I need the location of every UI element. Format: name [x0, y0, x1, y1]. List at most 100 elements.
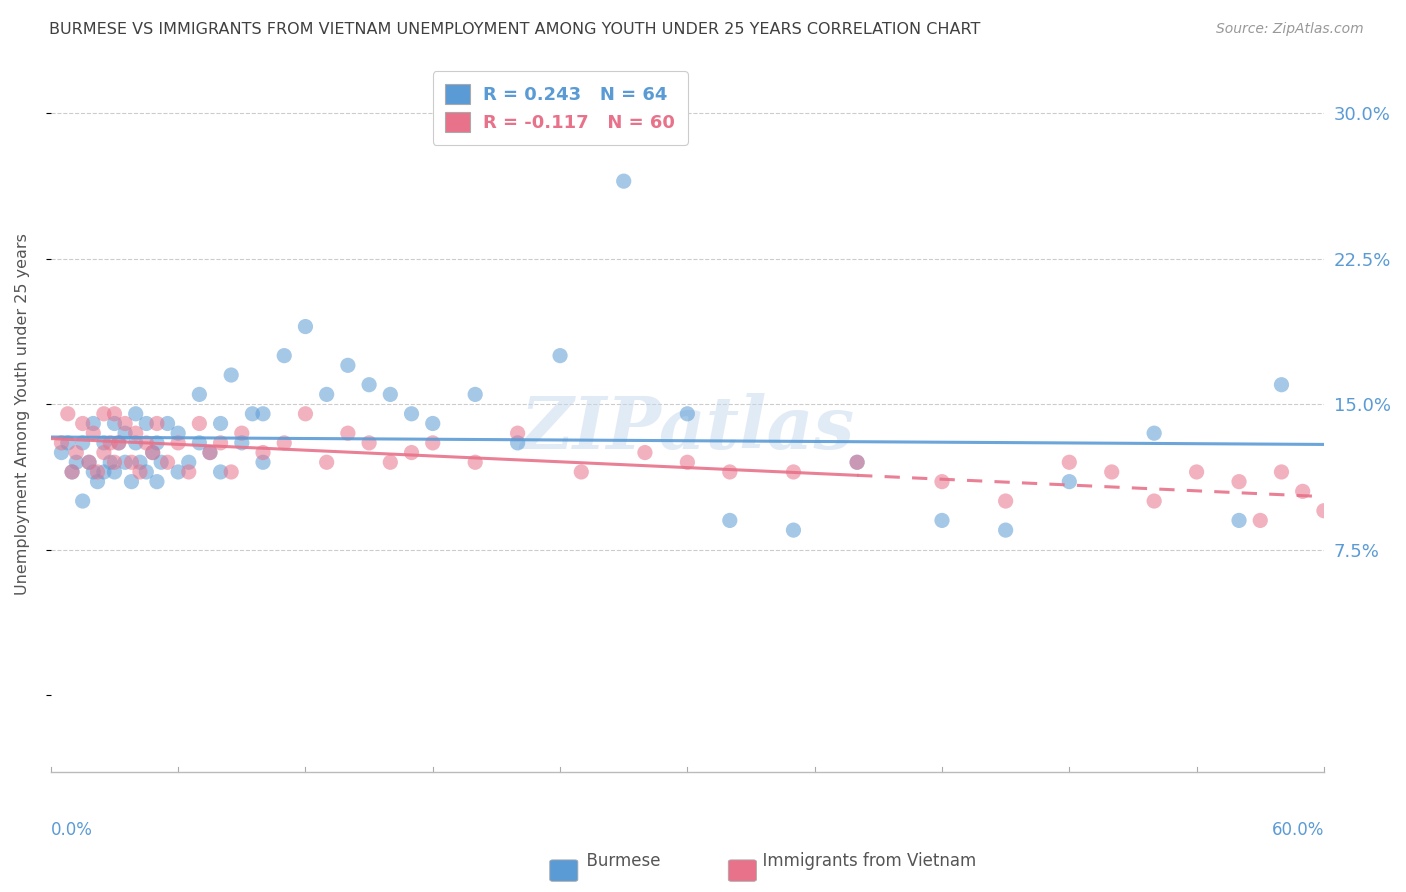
Point [931, 475, 953, 489]
Point [231, 435, 253, 450]
Point [1270, 377, 1292, 392]
Text: Burmese: Burmese [576, 852, 661, 870]
Point [336, 426, 359, 441]
Point [114, 417, 136, 431]
Point [103, 407, 125, 421]
Point [359, 435, 381, 450]
Text: BURMESE VS IMMIGRANTS FROM VIETNAM UNEMPLOYMENT AMONG YOUTH UNDER 25 YEARS CORRE: BURMESE VS IMMIGRANTS FROM VIETNAM UNEMP… [49, 22, 980, 37]
Point [135, 435, 157, 450]
Point [1292, 484, 1315, 499]
Point [86, 465, 108, 479]
Point [60, 465, 83, 479]
Point [82, 465, 104, 479]
Point [167, 465, 190, 479]
Point [121, 475, 143, 489]
Point [219, 465, 242, 479]
Text: 0.0%: 0.0% [51, 821, 93, 838]
Point [177, 465, 200, 479]
Point [1249, 513, 1271, 527]
Point [401, 407, 423, 421]
Point [315, 387, 337, 401]
Point [93, 435, 115, 450]
Point [72, 417, 94, 431]
Point [86, 475, 108, 489]
Point [1355, 513, 1378, 527]
Point [65, 455, 87, 469]
Point [103, 455, 125, 469]
Point [252, 407, 274, 421]
Point [103, 417, 125, 431]
Text: 60.0%: 60.0% [1271, 821, 1324, 838]
Point [994, 523, 1017, 537]
Point [156, 455, 179, 469]
Point [188, 387, 211, 401]
Point [135, 465, 157, 479]
Point [242, 407, 264, 421]
Point [464, 387, 486, 401]
Point [1313, 504, 1336, 518]
Point [125, 426, 148, 441]
Point [273, 435, 295, 450]
Point [56, 435, 79, 450]
Point [125, 407, 148, 421]
Point [1270, 465, 1292, 479]
Point [150, 455, 173, 469]
Point [60, 465, 83, 479]
Point [676, 455, 699, 469]
Legend: R = 0.243   N = 64, R = -0.117   N = 60: R = 0.243 N = 64, R = -0.117 N = 60 [433, 71, 688, 145]
Point [72, 435, 94, 450]
Point [219, 368, 242, 382]
Point [209, 417, 232, 431]
Point [718, 465, 741, 479]
Point [464, 455, 486, 469]
Point [107, 435, 129, 450]
Point [613, 174, 636, 188]
Point [188, 417, 211, 431]
Point [167, 426, 190, 441]
Point [1059, 455, 1081, 469]
Point [121, 455, 143, 469]
Point [51, 445, 73, 459]
Point [380, 455, 402, 469]
Point [569, 465, 592, 479]
Point [177, 455, 200, 469]
Point [1334, 484, 1357, 499]
Point [77, 455, 100, 469]
Point [231, 426, 253, 441]
Point [82, 426, 104, 441]
Point [51, 435, 73, 450]
Point [129, 455, 152, 469]
Point [188, 435, 211, 450]
Point [294, 319, 316, 334]
Point [209, 435, 232, 450]
Point [1143, 494, 1166, 508]
Point [198, 445, 221, 459]
Point [1376, 523, 1399, 537]
Point [198, 445, 221, 459]
Point [135, 417, 157, 431]
Point [506, 435, 529, 450]
Point [548, 349, 571, 363]
Point [931, 513, 953, 527]
Point [1227, 513, 1250, 527]
Point [994, 494, 1017, 508]
Point [294, 407, 316, 421]
Point [98, 455, 121, 469]
Point [65, 445, 87, 459]
Point [422, 417, 444, 431]
Point [146, 435, 169, 450]
Point [93, 407, 115, 421]
Point [401, 445, 423, 459]
Point [142, 445, 165, 459]
Point [129, 465, 152, 479]
Point [1185, 465, 1208, 479]
Point [146, 475, 169, 489]
Point [359, 377, 381, 392]
Point [142, 445, 165, 459]
Point [56, 407, 79, 421]
Point [125, 435, 148, 450]
Point [252, 455, 274, 469]
Point [676, 407, 699, 421]
Point [98, 435, 121, 450]
Point [336, 359, 359, 373]
